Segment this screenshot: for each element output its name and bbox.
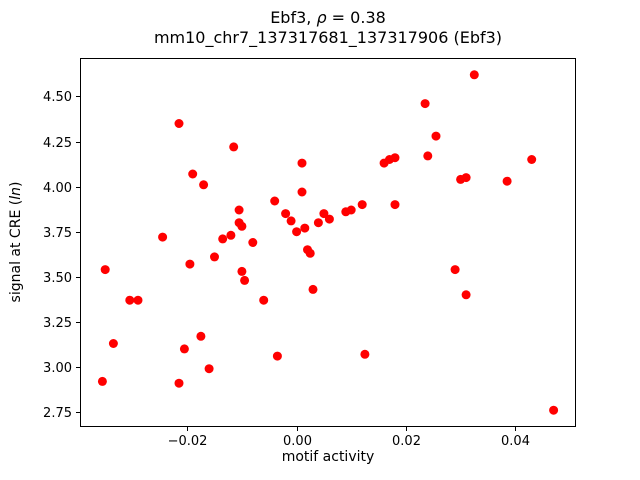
scatter-point <box>502 176 512 186</box>
title-prefix: Ebf3, <box>270 8 317 27</box>
scatter-point <box>226 230 236 240</box>
x-tick-label: 0.02 <box>392 434 421 449</box>
x-tick-label: 0.04 <box>501 434 530 449</box>
scatter-point <box>185 259 195 269</box>
x-tick-label: 0.00 <box>283 434 312 449</box>
scatter-point <box>390 153 400 163</box>
scatter-point <box>248 238 258 247</box>
scatter-point <box>158 232 168 242</box>
scatter-point <box>420 99 430 109</box>
scatter-point <box>281 209 291 219</box>
y-label-prefix: signal at CRE ( <box>8 199 24 303</box>
y-tick-label: 3.75 <box>43 226 72 241</box>
axes-frame <box>80 58 576 427</box>
scatter-point <box>423 151 433 161</box>
scatter-point <box>229 142 239 152</box>
scatter-point <box>108 339 118 348</box>
scatter-point <box>237 266 247 276</box>
x-tick-label: −0.02 <box>168 434 208 449</box>
y-tick-label: 4.25 <box>43 136 72 151</box>
x-axis-label: motif activity <box>281 449 375 465</box>
title-correlation-value: = 0.38 <box>326 8 386 27</box>
scatter-point <box>188 169 198 179</box>
scatter-point <box>133 295 143 305</box>
scatter-point <box>319 209 329 219</box>
scatter-point <box>390 200 400 210</box>
y-label-ln: ln <box>8 187 24 200</box>
chart-title-line-2: mm10_chr7_137317681_137317906 (Ebf3) <box>153 28 503 47</box>
scatter-point <box>259 295 269 305</box>
scatter-point <box>461 173 471 183</box>
scatter-point <box>234 205 244 215</box>
chart-title-line-1: Ebf3, ρ = 0.38 <box>80 8 576 28</box>
scatter-point <box>272 351 282 361</box>
scatter-point <box>196 331 206 341</box>
scatter-point <box>297 158 307 168</box>
scatter-point <box>469 70 479 80</box>
y-label-suffix: ) <box>8 181 24 188</box>
scatter-point <box>297 187 307 197</box>
scatter-point <box>324 214 334 224</box>
y-tick-label: 4.00 <box>43 181 72 196</box>
scatter-point <box>286 216 296 226</box>
scatter-point <box>204 364 214 374</box>
y-tick-label: 3.50 <box>43 271 72 286</box>
scatter-point <box>549 405 559 415</box>
scatter-point <box>357 200 367 210</box>
scatter-point <box>270 196 280 206</box>
y-tick-label: 3.25 <box>43 316 72 331</box>
scatter-point <box>210 252 219 262</box>
scatter-point <box>179 344 189 354</box>
scatter-point <box>313 218 323 228</box>
scatter-point <box>292 227 302 237</box>
y-tick-label: 3.00 <box>43 361 72 376</box>
scatter-point <box>305 248 315 258</box>
scatter-point <box>199 180 209 190</box>
scatter-point <box>346 205 356 215</box>
scatter-point <box>237 221 247 231</box>
scatter-point <box>174 378 184 388</box>
title-rho-symbol: ρ <box>316 8 327 27</box>
scatter-point <box>431 131 441 141</box>
scatter-point <box>360 349 370 359</box>
scatter-point <box>174 119 184 128</box>
scatter-point <box>527 155 537 164</box>
scatter-point <box>450 265 460 275</box>
y-tick-label: 2.75 <box>43 406 72 421</box>
scatter-point <box>218 234 228 244</box>
scatter-point <box>97 376 107 386</box>
scatter-point <box>240 275 250 285</box>
scatter-point <box>300 223 310 233</box>
scatter-point <box>100 265 110 275</box>
scatter-point <box>125 295 135 305</box>
scatter-point <box>461 290 471 300</box>
y-axis-label: signal at CRE (ln) <box>8 182 24 303</box>
chart-title: Ebf3, ρ = 0.38 mm10_chr7_137317681_13731… <box>80 8 576 48</box>
scatter-point <box>308 284 318 294</box>
y-tick-label: 4.50 <box>43 90 72 105</box>
